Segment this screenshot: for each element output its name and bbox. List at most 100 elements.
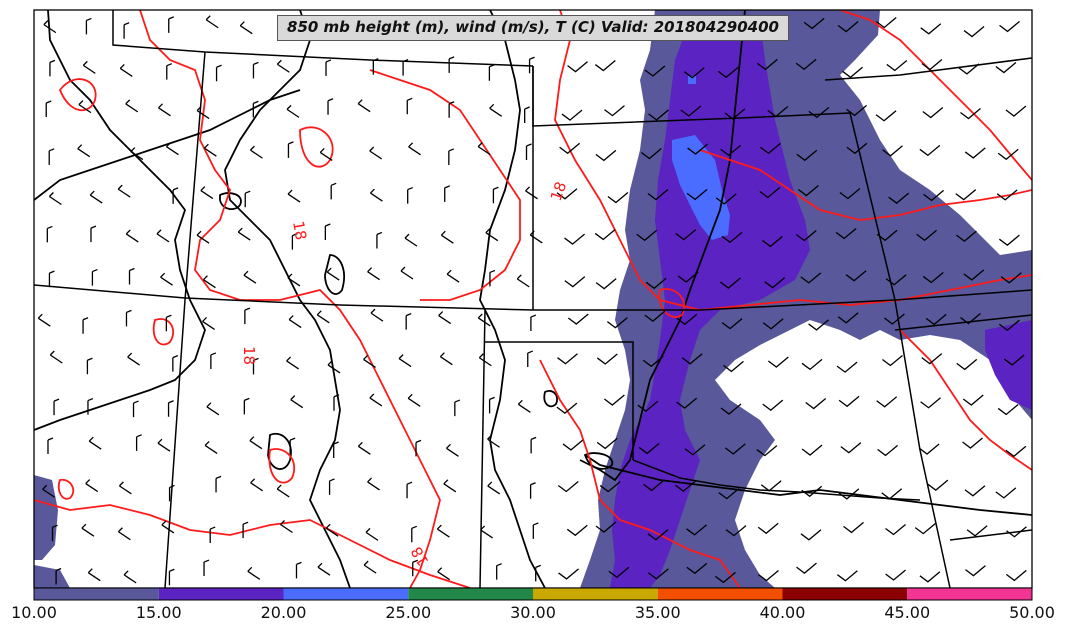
wind-barb bbox=[81, 523, 95, 537]
colorbar-swatch bbox=[408, 588, 533, 600]
wind-barb bbox=[370, 188, 383, 202]
wind-barb bbox=[295, 561, 302, 579]
wind-barb bbox=[561, 109, 583, 121]
colorbar-tick-label: 10.00 bbox=[11, 603, 57, 622]
wind-barb bbox=[995, 62, 1017, 74]
shade-band-15-20-east bbox=[985, 320, 1032, 410]
wind-barb bbox=[927, 479, 949, 492]
wind-barb bbox=[165, 314, 172, 332]
wind-barb bbox=[527, 350, 534, 368]
wind-barb bbox=[411, 525, 418, 543]
wind-barb bbox=[535, 564, 541, 582]
wind-barb bbox=[837, 21, 859, 33]
temp-contour-south bbox=[34, 499, 471, 588]
wind-barb bbox=[530, 436, 537, 454]
wind-barb bbox=[86, 357, 93, 375]
wind-barb bbox=[919, 144, 941, 157]
wind-barb bbox=[558, 568, 579, 580]
wind-barb bbox=[1005, 105, 1027, 117]
wind-barb bbox=[767, 356, 789, 368]
wind-barb bbox=[168, 568, 175, 586]
wind-barb bbox=[125, 229, 139, 243]
wind-barb bbox=[720, 277, 741, 289]
wind-barb bbox=[676, 313, 698, 326]
wind-barb bbox=[48, 148, 55, 165]
wind-barb bbox=[45, 100, 52, 117]
temp-contour-loop-3 bbox=[57, 478, 75, 500]
wind-barb bbox=[89, 190, 103, 204]
wind-barb bbox=[369, 393, 383, 407]
contour-label: 18 bbox=[289, 220, 310, 242]
wind-barb bbox=[762, 235, 783, 248]
wind-barb bbox=[920, 23, 942, 35]
wind-barb bbox=[244, 307, 251, 325]
wind-barb bbox=[964, 485, 986, 497]
wind-barb bbox=[367, 477, 380, 491]
wind-barb bbox=[756, 445, 778, 457]
wind-barb bbox=[372, 58, 379, 75]
wind-barb bbox=[247, 566, 261, 580]
wind-barb bbox=[608, 566, 630, 579]
wind-barb bbox=[215, 64, 222, 82]
wind-barb bbox=[46, 225, 53, 243]
wind-barb bbox=[759, 186, 781, 199]
state-borders bbox=[34, 10, 1032, 588]
wind-barb bbox=[1005, 569, 1027, 582]
wind-barb bbox=[167, 400, 174, 417]
wind-barb bbox=[567, 313, 589, 325]
temperature-contours bbox=[34, 10, 1032, 588]
wind-barb bbox=[595, 149, 617, 162]
wind-barb bbox=[760, 480, 782, 492]
colorbar-swatch bbox=[782, 588, 908, 600]
wind-barb bbox=[715, 193, 737, 205]
wind-barb bbox=[721, 318, 743, 330]
border-west-vertical bbox=[164, 51, 206, 588]
wind-barb bbox=[166, 63, 173, 80]
wind-barb bbox=[85, 479, 99, 493]
wind-barb bbox=[440, 230, 454, 244]
wind-barb bbox=[846, 142, 868, 155]
wind-barb bbox=[532, 522, 539, 539]
wind-barb bbox=[55, 567, 62, 585]
wind-barb bbox=[487, 434, 500, 448]
wind-barb bbox=[77, 144, 91, 158]
wind-barb bbox=[725, 525, 747, 537]
wind-barb bbox=[82, 60, 96, 74]
wind-barb bbox=[838, 488, 860, 500]
wind-barb bbox=[918, 443, 940, 455]
wind-barb bbox=[47, 437, 54, 455]
wind-barb bbox=[367, 267, 380, 281]
wind-barb bbox=[87, 397, 94, 415]
wind-barb bbox=[922, 271, 944, 284]
wind-barb bbox=[922, 107, 944, 119]
wind-barb bbox=[796, 149, 818, 162]
wind-barb bbox=[801, 358, 823, 371]
colorbar-tick-label: 40.00 bbox=[760, 603, 806, 622]
wind-barb bbox=[805, 398, 827, 410]
wind-barb bbox=[999, 20, 1020, 33]
wind-barb bbox=[885, 523, 906, 536]
map-title: 850 mb height (m), wind (m/s), T (C) Val… bbox=[277, 15, 789, 41]
wind-barb bbox=[325, 59, 332, 76]
height-contour-west bbox=[34, 10, 206, 431]
wind-barb bbox=[446, 443, 459, 457]
wind-barb bbox=[448, 148, 455, 165]
wind-barb bbox=[87, 568, 101, 582]
colorbar-swatch bbox=[533, 588, 658, 600]
wind-barb bbox=[796, 562, 817, 574]
wind-barb bbox=[376, 231, 383, 249]
wind-barb bbox=[808, 319, 829, 331]
wind-barb bbox=[239, 21, 253, 35]
wind-barb bbox=[327, 98, 334, 115]
wind-barb bbox=[196, 106, 210, 120]
wind-barb bbox=[594, 228, 616, 241]
wind-barb bbox=[965, 565, 986, 577]
wind-barb bbox=[876, 229, 898, 242]
wind-barb bbox=[596, 353, 618, 365]
wind-barb bbox=[405, 313, 412, 330]
wind-barb bbox=[244, 190, 251, 208]
wind-barb bbox=[317, 562, 331, 576]
wind-barb bbox=[647, 568, 669, 580]
wind-barb bbox=[118, 481, 132, 495]
